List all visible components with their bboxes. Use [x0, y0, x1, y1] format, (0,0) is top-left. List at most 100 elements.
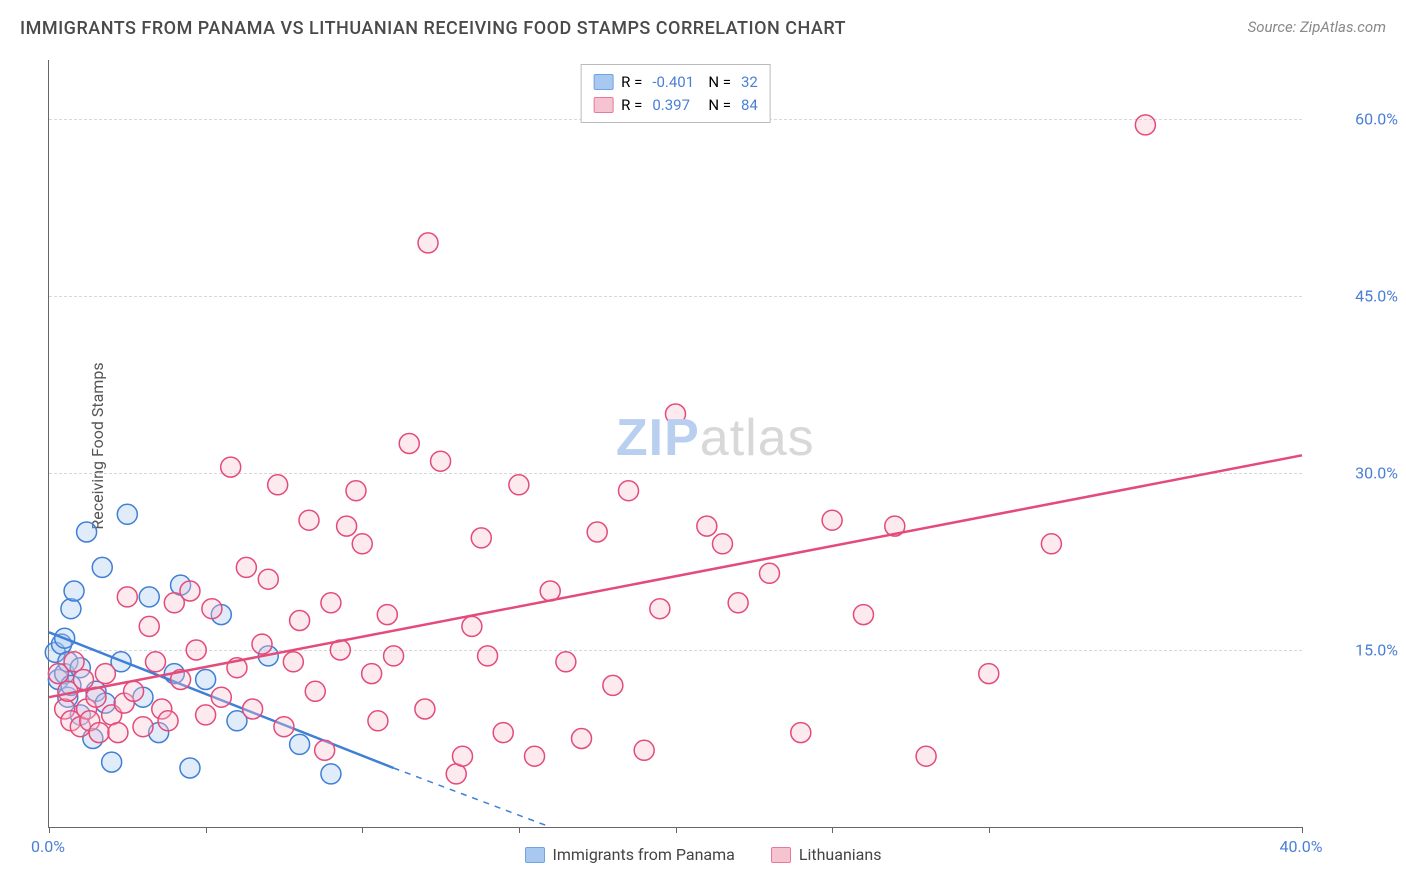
scatter-point [268, 475, 288, 495]
scatter-point [603, 675, 623, 695]
x-tick [362, 827, 363, 833]
scatter-point [1041, 534, 1061, 554]
scatter-point [822, 510, 842, 530]
scatter-point [352, 534, 372, 554]
scatter-point [728, 593, 748, 613]
scatter-point [283, 652, 303, 672]
scatter-point [92, 557, 112, 577]
x-tick [49, 827, 50, 833]
scatter-point [64, 581, 84, 601]
x-tick [1302, 827, 1303, 833]
legend-n-label: N = [708, 71, 731, 94]
scatter-point [650, 599, 670, 619]
scatter-point [1135, 115, 1155, 135]
scatter-point [196, 705, 216, 725]
scatter-point [274, 717, 294, 737]
x-tick [519, 827, 520, 833]
scatter-point [77, 522, 97, 542]
scatter-point [211, 687, 231, 707]
scatter-point [346, 481, 366, 501]
x-tick [989, 827, 990, 833]
scatter-point [418, 233, 438, 253]
scatter-point [133, 717, 153, 737]
scatter-point [759, 563, 779, 583]
scatter-point [221, 457, 241, 477]
scatter-point [290, 734, 310, 754]
scatter-point [252, 634, 272, 654]
scatter-point [321, 764, 341, 784]
legend-swatch [525, 847, 545, 863]
scatter-point [791, 723, 811, 743]
legend-item: Immigrants from Panama [525, 845, 735, 864]
scatter-point [587, 522, 607, 542]
x-tick-label: 0.0% [31, 837, 65, 856]
x-tick [676, 827, 677, 833]
legend-n-value: 84 [741, 94, 758, 117]
scatter-point [180, 581, 200, 601]
scatter-point [321, 593, 341, 613]
scatter-point [108, 723, 128, 743]
y-tick-label: 30.0% [1355, 464, 1398, 483]
plot-area: ZIPatlas R =-0.401N =32R =0.397N =84 [48, 60, 1302, 828]
scatter-point [634, 740, 654, 760]
legend-swatch [593, 74, 613, 90]
scatter-point [186, 640, 206, 660]
scatter-point [493, 723, 513, 743]
y-tick-label: 45.0% [1355, 287, 1398, 306]
y-tick-label: 60.0% [1355, 110, 1398, 129]
scatter-point [236, 557, 256, 577]
trend-line-extrapolated [394, 768, 551, 827]
legend-r-value: 0.397 [652, 94, 700, 117]
scatter-point [243, 699, 263, 719]
scatter-point [102, 752, 122, 772]
legend-series-label: Immigrants from Panama [553, 845, 735, 864]
scatter-point [61, 599, 81, 619]
scatter-point [299, 510, 319, 530]
chart-title: IMMIGRANTS FROM PANAMA VS LITHUANIAN REC… [20, 18, 846, 39]
correlation-legend: R = -0.401 N = 32R =0.397N =84 [580, 64, 771, 123]
legend-row: R =0.397N =84 [593, 94, 758, 117]
scatter-point [290, 611, 310, 631]
scatter-point [478, 646, 498, 666]
scatter-point [916, 746, 936, 766]
scatter-point [384, 646, 404, 666]
legend-swatch [771, 847, 791, 863]
scatter-point [853, 605, 873, 625]
scatter-point [196, 670, 216, 690]
scatter-point [180, 758, 200, 778]
scatter-svg [49, 60, 1302, 827]
scatter-point [431, 451, 451, 471]
scatter-point [556, 652, 576, 672]
legend-item: Lithuanians [771, 845, 882, 864]
legend-r-value: -0.401 [652, 71, 700, 94]
y-tick-label: 15.0% [1355, 641, 1398, 660]
scatter-point [712, 534, 732, 554]
legend-r-label: R = [621, 71, 642, 94]
scatter-point [95, 664, 115, 684]
scatter-point [525, 746, 545, 766]
scatter-point [89, 723, 109, 743]
scatter-point [258, 569, 278, 589]
scatter-point [202, 599, 222, 619]
scatter-point [509, 475, 529, 495]
scatter-point [462, 616, 482, 636]
scatter-point [572, 729, 592, 749]
legend-swatch [593, 97, 613, 113]
scatter-point [697, 516, 717, 536]
scatter-point [471, 528, 491, 548]
scatter-point [337, 516, 357, 536]
scatter-point [377, 605, 397, 625]
scatter-point [73, 670, 93, 690]
scatter-point [368, 711, 388, 731]
legend-n-value: 32 [741, 71, 758, 94]
scatter-point [415, 699, 435, 719]
scatter-point [139, 587, 159, 607]
scatter-point [362, 664, 382, 684]
scatter-point [139, 616, 159, 636]
scatter-point [124, 681, 144, 701]
scatter-point [305, 681, 325, 701]
x-tick [206, 827, 207, 833]
legend-series-label: Lithuanians [799, 845, 882, 864]
series-legend: Immigrants from Panama Lithuanians [0, 845, 1406, 864]
source-attribution: Source: ZipAtlas.com [1248, 18, 1386, 36]
